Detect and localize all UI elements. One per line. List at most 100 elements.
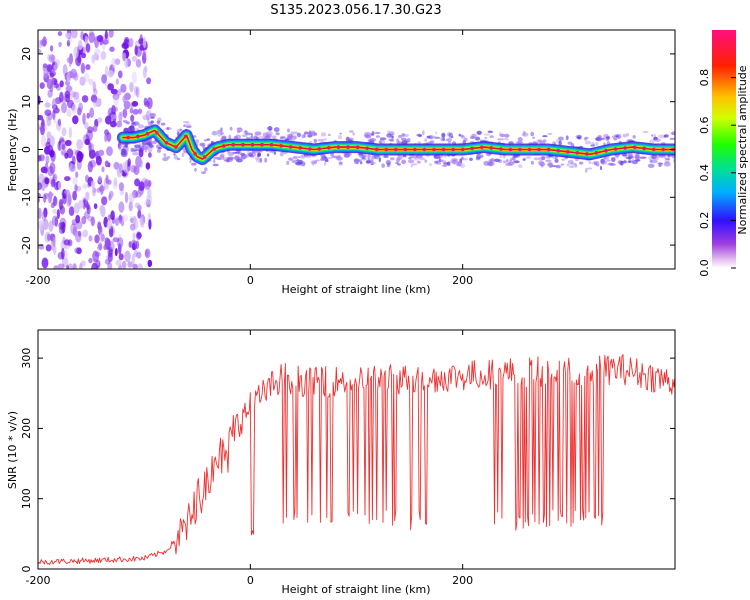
ridge-noise <box>336 156 343 161</box>
ridge-noise <box>591 161 598 165</box>
noise-blob <box>92 81 97 92</box>
ridge-noise <box>388 138 394 142</box>
noise-blob <box>66 265 69 269</box>
noise-blob <box>132 232 136 240</box>
ridge-noise <box>160 122 166 126</box>
ridge-noise <box>452 141 457 144</box>
ridge-hotspot <box>422 147 427 152</box>
ridge-noise <box>518 164 523 168</box>
noise-blob <box>102 39 109 45</box>
ridge-noise <box>314 160 317 165</box>
noise-blob <box>43 207 48 218</box>
y-tick-label: -10 <box>20 188 33 206</box>
noise-blob <box>82 229 88 238</box>
noise-blob <box>44 109 52 116</box>
ridge-noise <box>134 144 141 149</box>
ridge-noise <box>504 138 509 141</box>
ridge-noise <box>576 136 580 139</box>
ridge-hotspot <box>145 131 150 136</box>
noise-blob <box>50 178 56 188</box>
ridge-noise <box>669 137 675 140</box>
ridge-noise <box>509 158 513 163</box>
ridge-noise <box>385 160 392 165</box>
ridge-noise <box>591 141 595 147</box>
ridge-noise <box>442 164 448 167</box>
ridge-noise <box>397 155 403 160</box>
noise-blob <box>128 38 134 48</box>
noise-blob <box>113 161 120 170</box>
ridge-noise <box>142 145 149 150</box>
noise-blob <box>43 68 49 79</box>
noise-blob <box>69 89 74 100</box>
noise-blob <box>119 163 123 174</box>
ridge-noise <box>574 163 578 168</box>
ridge-noise <box>561 158 565 161</box>
ridge-noise <box>339 132 342 135</box>
ridge-noise <box>642 130 649 134</box>
noise-blob <box>53 83 59 89</box>
noise-blob <box>85 191 90 201</box>
ridge-hotspot <box>585 152 589 156</box>
ridge-noise <box>228 134 232 140</box>
y-tick-label: 20 <box>20 47 33 61</box>
noise-blob <box>104 65 109 78</box>
ridge-noise <box>179 128 182 132</box>
noise-blob <box>38 154 42 162</box>
ridge-noise <box>173 153 176 156</box>
noise-blob <box>80 260 86 267</box>
ridge-noise <box>317 138 325 142</box>
ridge-noise <box>434 131 438 135</box>
noise-blob <box>110 88 118 95</box>
ridge-noise <box>672 158 675 163</box>
x-tick-label: 200 <box>452 274 473 287</box>
noise-blob <box>111 57 116 69</box>
ridge-noise <box>132 121 136 125</box>
ridge-noise <box>162 157 169 162</box>
noise-blob <box>98 242 103 251</box>
ridge-noise <box>374 131 381 135</box>
ridge-noise <box>280 137 285 140</box>
noise-blob <box>42 64 46 72</box>
noise-blob <box>61 102 67 114</box>
ridge-noise <box>558 136 564 141</box>
ridge-noise <box>451 159 459 165</box>
noise-blob <box>97 175 102 183</box>
ridge-noise <box>547 132 553 136</box>
ridge-noise <box>391 135 394 139</box>
ridge-hotspot <box>346 145 350 149</box>
noise-blob <box>50 54 56 63</box>
ridge-noise <box>547 162 553 167</box>
noise-blob <box>52 208 58 215</box>
noise-blob <box>134 86 138 96</box>
noise-blob <box>97 244 103 251</box>
ridge-noise <box>459 158 463 163</box>
noise-blob <box>136 251 142 259</box>
ridge-noise <box>339 161 343 165</box>
ridge-noise <box>483 133 490 136</box>
noise-blob <box>131 71 137 84</box>
noise-blob <box>93 187 97 194</box>
ridge-noise <box>436 162 442 165</box>
x-tick-label: -200 <box>26 274 51 287</box>
ridge-noise <box>408 157 412 160</box>
noise-blob <box>113 95 120 107</box>
noise-blob <box>39 82 45 89</box>
noise-blob <box>63 239 71 246</box>
noise-blob <box>65 32 71 39</box>
noise-blob <box>76 247 82 255</box>
noise-blob <box>142 67 147 79</box>
x-tick-label: 200 <box>452 574 473 587</box>
noise-blob <box>73 46 79 59</box>
ridge-hotspot <box>489 146 494 150</box>
noise-blob <box>106 132 112 142</box>
ridge-noise <box>291 159 295 163</box>
ridge-hotspot <box>480 145 484 150</box>
ridge-hotspot <box>499 147 503 151</box>
ridge-noise <box>220 153 225 158</box>
noise-blob <box>49 45 54 52</box>
ridge-noise <box>441 133 446 138</box>
ridge-noise <box>595 142 599 146</box>
ridge-noise <box>273 127 280 133</box>
noise-blob <box>132 263 138 269</box>
ridge-noise <box>567 160 574 164</box>
